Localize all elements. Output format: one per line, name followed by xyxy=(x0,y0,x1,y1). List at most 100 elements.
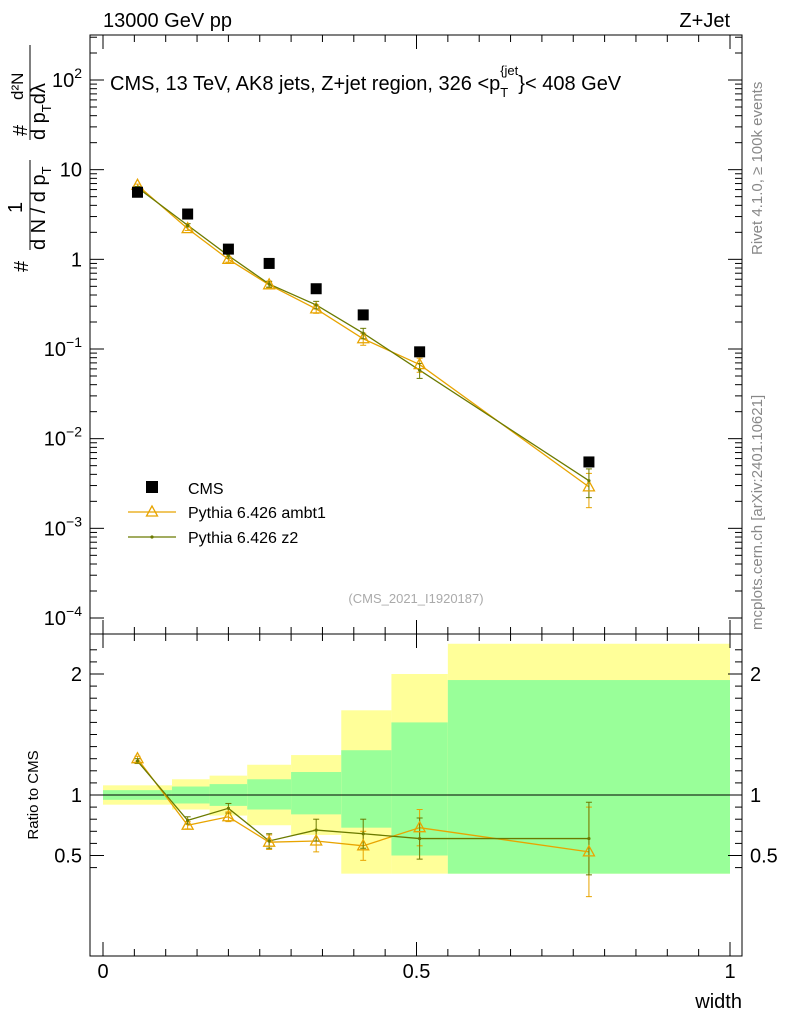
main-y-tick-label: 10−1 xyxy=(44,334,82,361)
z2-point xyxy=(361,331,365,335)
ratio-z2-point xyxy=(186,818,190,823)
rivet-version-label: Rivet 4.1.0, ≥ 100k events xyxy=(749,82,766,255)
main-y-tick-base: 10 xyxy=(44,518,66,540)
ratio-y-tick-label-right: 1 xyxy=(750,785,761,807)
main-y-tick-exp: −3 xyxy=(66,513,82,529)
ambt1-point xyxy=(262,277,276,290)
main-y-label: # 1 d N / d pT # d²N d pTdλ xyxy=(5,45,54,272)
ratio-panel: 0.5 0.5 1 1 2 2 0 0.5 1 Ratio to CMS width xyxy=(25,633,778,1013)
ratio-y-tick-label-right: 0.5 xyxy=(750,846,778,868)
ratio-ambt1-point xyxy=(309,833,323,846)
cms-point xyxy=(131,186,143,198)
z2-point xyxy=(587,479,591,483)
chart-title-end: < 408 GeV xyxy=(525,73,622,95)
ratio-ambt1-point xyxy=(221,809,235,822)
main-y-tick-base: 10 xyxy=(52,70,74,92)
legend-cms-marker xyxy=(146,481,158,493)
ambt1-point xyxy=(309,301,323,314)
ambt1-point xyxy=(413,357,427,370)
cms-point xyxy=(263,257,275,269)
ratio-ambt1-point xyxy=(582,844,596,857)
ratio-y-tick-label: 1 xyxy=(71,785,82,807)
ratio-x-tick-label: 0.5 xyxy=(403,961,431,983)
z2-point xyxy=(418,368,422,372)
z2-point xyxy=(314,303,318,307)
main-y-tick-base: 10 xyxy=(44,339,66,361)
ratio-z2-point xyxy=(135,759,140,763)
mcplots-source-label: mcplots.cern.ch [arXiv:2401.10621] xyxy=(749,395,766,630)
main-y-tick-exp: −2 xyxy=(66,424,82,440)
chart-title-sup: {jet xyxy=(500,63,518,78)
ratio-ambt1-point xyxy=(262,834,276,847)
legend: CMS Pythia 6.426 ambt1 Pythia 6.426 z2 xyxy=(128,481,326,547)
main-y-tick-exp: 2 xyxy=(74,65,82,81)
analysis-id-label: (CMS_2021_I1920187) xyxy=(348,591,483,606)
y-label-hash: # xyxy=(11,260,33,272)
legend-z2-marker xyxy=(150,535,154,539)
main-y-tick-label: 102 xyxy=(52,65,82,92)
y-label-num1: 1 xyxy=(5,202,27,213)
ambt1-point xyxy=(356,331,370,344)
ratio-ambt1-point xyxy=(356,838,370,851)
main-y-tick-exp: −1 xyxy=(66,334,82,350)
main-y-tick-label: 10−3 xyxy=(44,513,82,540)
ratio-green-band xyxy=(247,779,292,810)
legend-ambt1-label: Pythia 6.426 ambt1 xyxy=(188,505,326,522)
y-label-den1-sub: T xyxy=(39,166,54,174)
y-label-hash2: # xyxy=(10,124,32,136)
ratio-y-tick-label: 2 xyxy=(71,664,82,686)
ratio-y-tick-label: 0.5 xyxy=(54,846,82,868)
ratio-ambt1-point xyxy=(413,820,427,833)
ambt1-point xyxy=(181,221,195,234)
ratio-ambt1-line xyxy=(136,758,590,853)
ratio-ambt1-point xyxy=(181,817,195,830)
ratio-z2-point xyxy=(226,806,230,810)
cms-point xyxy=(310,283,322,295)
ratio-green-band xyxy=(291,772,342,815)
ratio-green-band xyxy=(341,750,392,828)
y-label-den2-sub: T xyxy=(39,104,54,112)
main-y-tick-label: 1 xyxy=(71,249,82,271)
y-label-num2: d²N xyxy=(8,73,27,100)
ratio-y-tick-label-right: 2 xyxy=(750,664,761,686)
chart-title: CMS, 13 TeV, AK8 jets, Z+jet region, 326… xyxy=(110,63,622,100)
main-y-tick-label: 10−2 xyxy=(44,424,82,451)
z2-line xyxy=(137,187,590,482)
z2-point xyxy=(226,254,230,258)
chart-title-sup-close: } xyxy=(518,73,525,95)
main-y-tick-exp: −4 xyxy=(66,603,82,619)
ratio-x-tick-label: 0 xyxy=(97,961,108,983)
header-channel: Z+Jet xyxy=(679,10,730,32)
legend-z2-label: Pythia 6.426 z2 xyxy=(188,530,298,547)
main-y-tick-label: 10−4 xyxy=(44,603,82,630)
legend-cms-label: CMS xyxy=(188,481,224,498)
ratio-z2-line xyxy=(136,760,589,842)
cms-point xyxy=(222,243,234,255)
main-y-tick-base: 1 xyxy=(71,249,82,271)
header-process: 13000 GeV pp xyxy=(103,10,232,32)
main-y-tick-label: 10 xyxy=(60,160,82,182)
cms-point xyxy=(182,208,194,220)
y-label-den2-text: d p xyxy=(28,112,50,140)
legend-ambt1-marker xyxy=(145,504,159,517)
main-y-tick-base: 10 xyxy=(44,608,66,630)
main-y-tick-base: 10 xyxy=(44,429,66,451)
ratio-z2-point xyxy=(587,836,591,841)
ratio-z2-point xyxy=(418,836,422,841)
main-y-tick-base: 10 xyxy=(60,160,82,182)
z2-point xyxy=(267,282,271,286)
y-label-den1-text: d N / d p xyxy=(28,174,50,250)
cms-point xyxy=(357,309,369,321)
chart-title-main: CMS, 13 TeV, AK8 jets, Z+jet region, 326… xyxy=(110,73,500,95)
ambt1-line xyxy=(137,184,590,488)
ambt1-point xyxy=(582,479,596,492)
ratio-x-tick-label: 1 xyxy=(724,961,735,983)
z2-point xyxy=(186,223,190,227)
y-label-den2: d pTdλ xyxy=(28,83,54,140)
ambt1-point xyxy=(221,251,235,264)
ratio-y-label: Ratio to CMS xyxy=(25,750,42,839)
chart-title-sub: T xyxy=(500,85,508,100)
y-label-den2-post: dλ xyxy=(28,83,50,104)
